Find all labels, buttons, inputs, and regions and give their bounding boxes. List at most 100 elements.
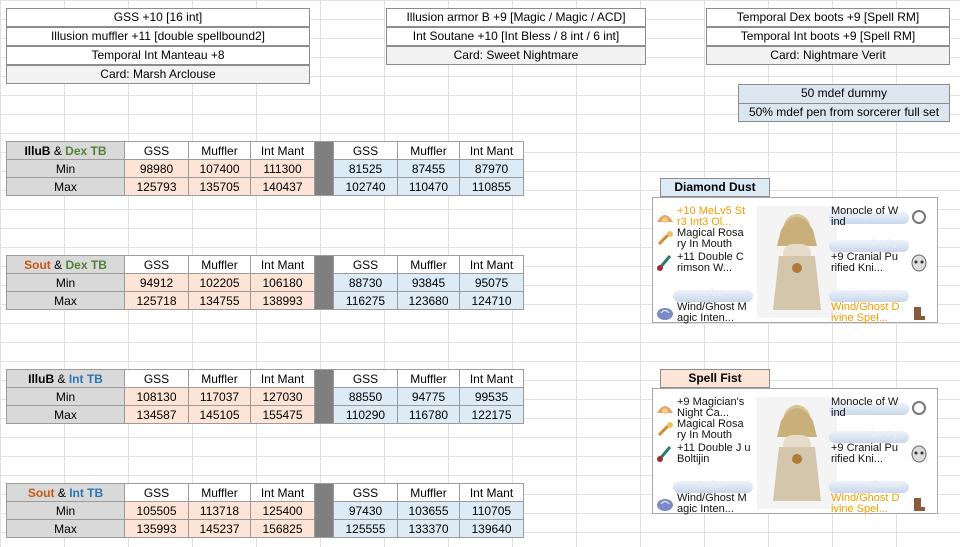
column-header[interactable]: Muffler	[397, 255, 460, 274]
value-cell[interactable]: 156825	[250, 519, 315, 538]
equip-set-title[interactable]: Spell Fist	[660, 369, 770, 388]
column-header[interactable]: GSS	[333, 483, 398, 502]
gear-text-cell[interactable]: Temporal Int boots +9 [Spell RM]	[706, 27, 950, 46]
equip-slot-left[interactable]: Wind/Ghost M agic Inten...	[677, 302, 747, 324]
value-cell[interactable]: 102740	[333, 177, 398, 196]
value-cell[interactable]: 140437	[250, 177, 315, 196]
value-cell[interactable]: 139640	[459, 519, 524, 538]
column-header[interactable]: Muffler	[188, 483, 251, 502]
equip-slot-right[interactable]: +9 Cranial Pu rified Kni...	[831, 252, 898, 274]
row-label[interactable]: Max	[6, 519, 125, 538]
value-cell[interactable]: 125718	[124, 291, 189, 310]
gear-text-cell[interactable]: GSS +10 [16 int]	[6, 8, 310, 27]
gear-text-cell[interactable]: Temporal Int Manteau +8	[6, 46, 310, 65]
value-cell[interactable]: 98980	[124, 159, 189, 178]
value-cell[interactable]: 87455	[397, 159, 460, 178]
value-cell[interactable]: 133370	[397, 519, 460, 538]
gear-text-cell[interactable]: Illusion armor B +9 [Magic / Magic / ACD…	[386, 8, 646, 27]
row-label[interactable]: Min	[6, 273, 125, 292]
value-cell[interactable]: 135705	[188, 177, 251, 196]
value-cell[interactable]: 106180	[250, 273, 315, 292]
value-cell[interactable]: 110290	[333, 405, 398, 424]
value-cell[interactable]: 105505	[124, 501, 189, 520]
value-cell[interactable]: 110705	[459, 501, 524, 520]
value-cell[interactable]: 125400	[250, 501, 315, 520]
value-cell[interactable]: 124710	[459, 291, 524, 310]
gear-text-cell[interactable]: Temporal Dex boots +9 [Spell RM]	[706, 8, 950, 27]
row-label[interactable]: Min	[6, 387, 125, 406]
table-title[interactable]: Sout & Dex TB	[6, 255, 125, 274]
column-header[interactable]: Int Mant	[250, 369, 315, 388]
value-cell[interactable]: 87970	[459, 159, 524, 178]
value-cell[interactable]: 113718	[188, 501, 251, 520]
value-cell[interactable]: 125793	[124, 177, 189, 196]
column-header[interactable]: GSS	[333, 255, 398, 274]
value-cell[interactable]: 116780	[397, 405, 460, 424]
table-title[interactable]: IlluB & Int TB	[6, 369, 125, 388]
value-cell[interactable]: 108130	[124, 387, 189, 406]
note-line-1[interactable]: 50 mdef dummy	[738, 84, 950, 103]
column-header[interactable]: GSS	[333, 369, 398, 388]
equip-set-title[interactable]: Diamond Dust	[660, 178, 770, 197]
row-label[interactable]: Max	[6, 291, 125, 310]
value-cell[interactable]: 95075	[459, 273, 524, 292]
row-label[interactable]: Min	[6, 501, 125, 520]
column-header[interactable]: Muffler	[188, 369, 251, 388]
value-cell[interactable]: 155475	[250, 405, 315, 424]
column-header[interactable]: Int Mant	[250, 483, 315, 502]
value-cell[interactable]: 135993	[124, 519, 189, 538]
equip-slot-left[interactable]: Magical Rosa ry In Mouth	[677, 228, 744, 250]
value-cell[interactable]: 145237	[188, 519, 251, 538]
column-header[interactable]: Int Mant	[250, 141, 315, 160]
column-header[interactable]: Int Mant	[459, 255, 524, 274]
column-header[interactable]: Int Mant	[250, 255, 315, 274]
column-header[interactable]: Int Mant	[459, 369, 524, 388]
column-header[interactable]: GSS	[124, 483, 189, 502]
column-header[interactable]: Muffler	[397, 141, 460, 160]
column-header[interactable]: GSS	[333, 141, 398, 160]
value-cell[interactable]: 97430	[333, 501, 398, 520]
value-cell[interactable]: 88730	[333, 273, 398, 292]
value-cell[interactable]: 102205	[188, 273, 251, 292]
value-cell[interactable]: 117037	[188, 387, 251, 406]
equip-slot-left[interactable]: Wind/Ghost M agic Inten...	[677, 493, 747, 515]
value-cell[interactable]: 103655	[397, 501, 460, 520]
value-cell[interactable]: 134587	[124, 405, 189, 424]
table-title[interactable]: Sout & Int TB	[6, 483, 125, 502]
column-header[interactable]: Muffler	[397, 369, 460, 388]
equip-slot-right[interactable]: Monocle of W ind	[831, 206, 899, 228]
column-header[interactable]: GSS	[124, 255, 189, 274]
row-label[interactable]: Max	[6, 405, 125, 424]
value-cell[interactable]: 116275	[333, 291, 398, 310]
equip-slot-left[interactable]: +10 MeLv5 St r3 Int3 Ol...	[677, 206, 746, 228]
card-cell[interactable]: Card: Marsh Arclouse	[6, 65, 310, 84]
equip-slot-left[interactable]: +11 Double C rimson W...	[677, 252, 744, 274]
gear-text-cell[interactable]: Illusion muffler +11 [double spellbound2…	[6, 27, 310, 46]
gear-text-cell[interactable]: Int Soutane +10 [Int Bless / 8 int / 6 i…	[386, 27, 646, 46]
equip-slot-left[interactable]: +11 Double J u Boltijin	[677, 443, 751, 465]
equip-slot-right[interactable]: Wind/Ghost D ivine Spel...	[831, 302, 900, 324]
equip-slot-left[interactable]: Magical Rosa ry In Mouth	[677, 419, 744, 441]
note-line-2[interactable]: 50% mdef pen from sorcerer full set	[738, 103, 950, 122]
value-cell[interactable]: 94775	[397, 387, 460, 406]
column-header[interactable]: Int Mant	[459, 483, 524, 502]
value-cell[interactable]: 111300	[250, 159, 315, 178]
equip-slot-right[interactable]: +9 Cranial Pu rified Kni...	[831, 443, 898, 465]
value-cell[interactable]: 88550	[333, 387, 398, 406]
value-cell[interactable]: 138993	[250, 291, 315, 310]
card-cell[interactable]: Card: Sweet Nightmare	[386, 46, 646, 65]
column-header[interactable]: GSS	[124, 141, 189, 160]
column-header[interactable]: Muffler	[188, 141, 251, 160]
value-cell[interactable]: 123680	[397, 291, 460, 310]
value-cell[interactable]: 99535	[459, 387, 524, 406]
column-header[interactable]: Muffler	[397, 483, 460, 502]
card-cell[interactable]: Card: Nightmare Verit	[706, 46, 950, 65]
column-header[interactable]: Int Mant	[459, 141, 524, 160]
column-header[interactable]: GSS	[124, 369, 189, 388]
value-cell[interactable]: 110470	[397, 177, 460, 196]
value-cell[interactable]: 125555	[333, 519, 398, 538]
row-label[interactable]: Min	[6, 159, 125, 178]
value-cell[interactable]: 127030	[250, 387, 315, 406]
value-cell[interactable]: 134755	[188, 291, 251, 310]
value-cell[interactable]: 122175	[459, 405, 524, 424]
